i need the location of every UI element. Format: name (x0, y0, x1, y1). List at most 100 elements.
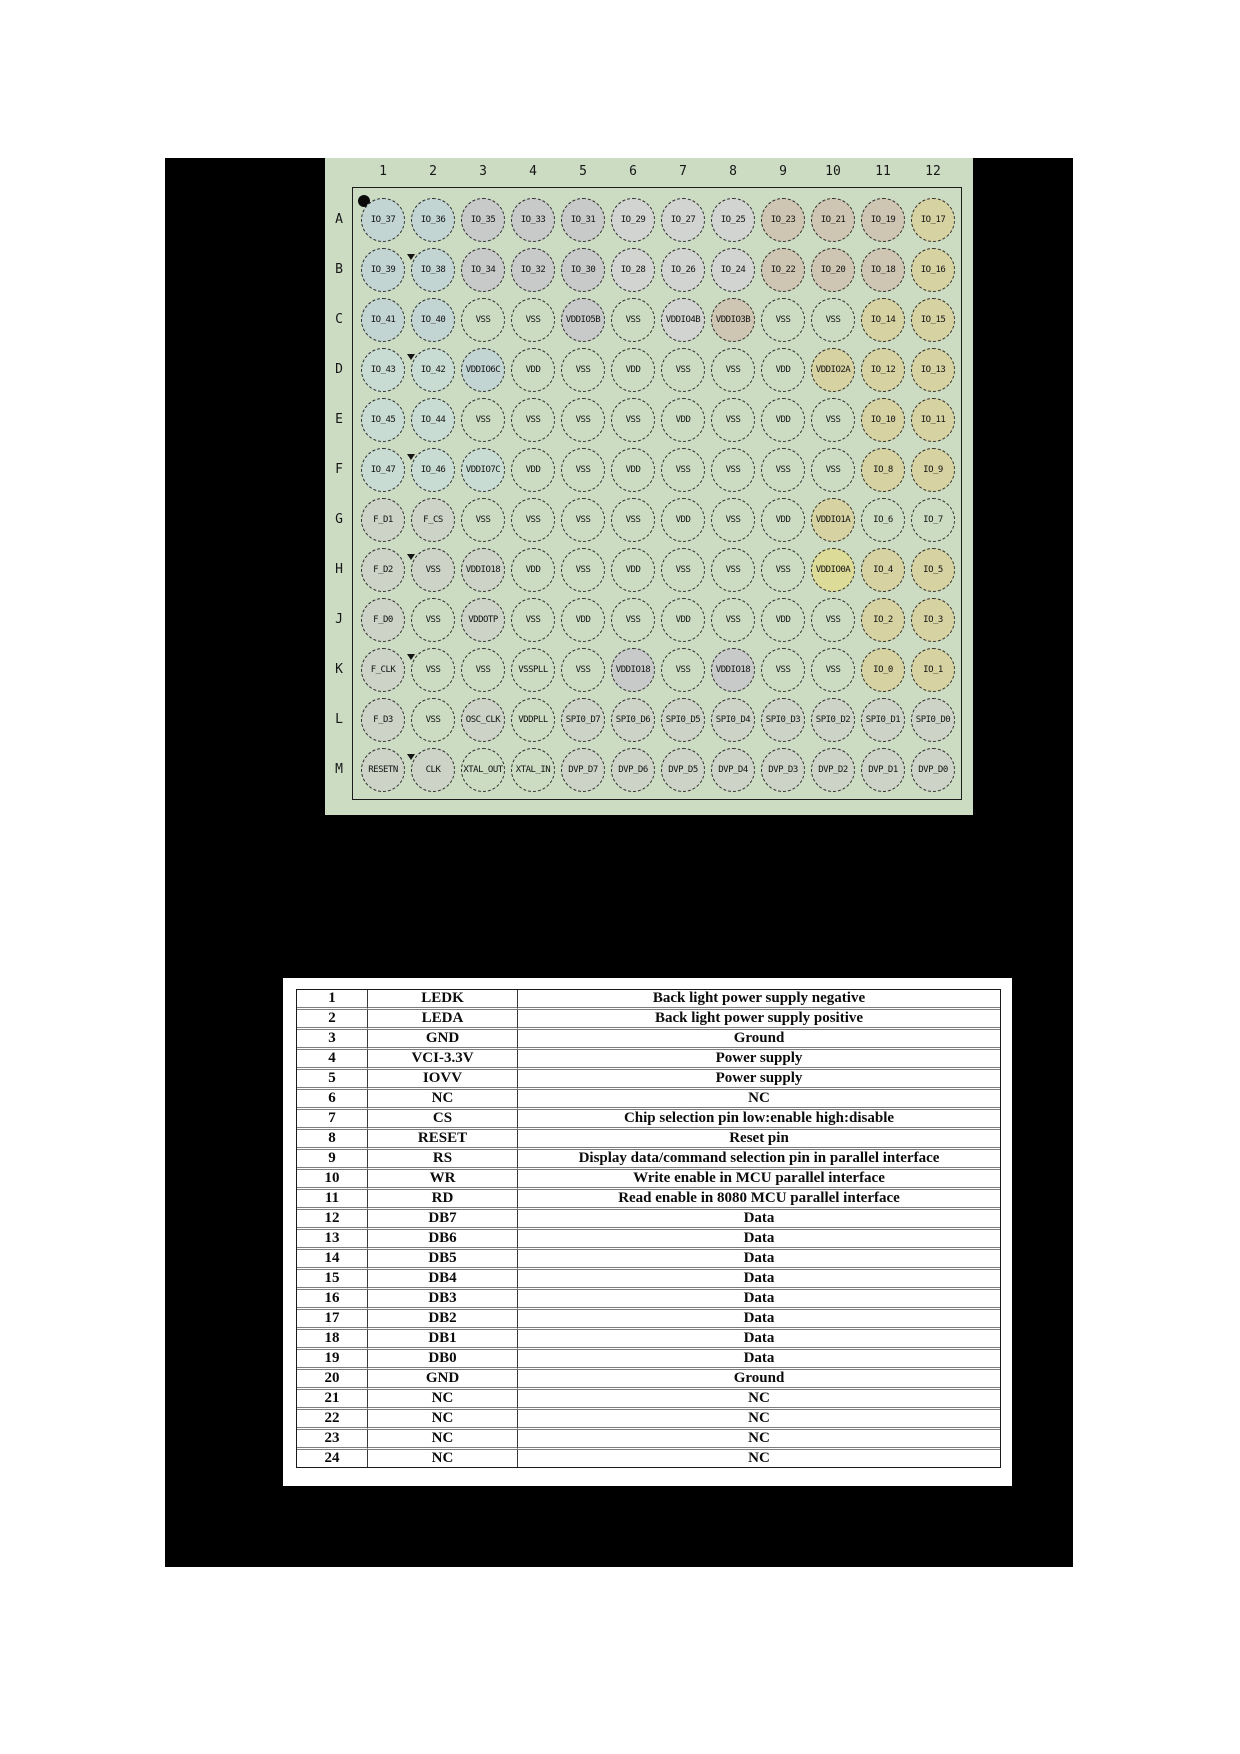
pin-label: SPI0_D0 (915, 715, 951, 725)
bga-grid-border (352, 187, 962, 800)
pin-label: VSS (775, 565, 791, 575)
pin-desc-cell: Chip selection pin low:enable high:disab… (518, 1110, 1000, 1130)
pin-label: IO_30 (570, 265, 596, 275)
pin-desc-cell: Write enable in MCU parallel interface (518, 1170, 1000, 1190)
table-row: 18 DB1 Data (297, 1330, 1000, 1350)
pin-ball-E12: IO_11 (911, 398, 955, 442)
pin-ball-F7: VSS (661, 448, 705, 492)
pin-label: IO_42 (420, 365, 446, 375)
pin-desc-cell: Data (518, 1250, 1000, 1270)
pin-ball-A3: IO_35 (461, 198, 505, 242)
pin-label: VSS (575, 515, 591, 525)
pin-label: VSS (625, 415, 641, 425)
triangle-marker-icon (407, 654, 415, 660)
pin-ball-M12: DVP_D0 (911, 748, 955, 792)
pin-ball-D5: VSS (561, 348, 605, 392)
pin-label: IO_21 (820, 215, 846, 225)
bga-col-header-9: 9 (779, 164, 787, 179)
pin-desc-cell: NC (518, 1410, 1000, 1430)
pin-ball-E1: IO_45 (361, 398, 405, 442)
pin-name-cell: RESET (368, 1130, 518, 1150)
pin-ball-A10: IO_21 (811, 198, 855, 242)
pin-ball-D10: VDDIO2A (811, 348, 855, 392)
pin-label: VSS (475, 665, 491, 675)
pin-ball-G6: VSS (611, 498, 655, 542)
pin-label: VSS (725, 565, 741, 575)
pin-number-cell: 20 (297, 1370, 368, 1390)
pin-name-cell: DB1 (368, 1330, 518, 1350)
pin-ball-H12: IO_5 (911, 548, 955, 592)
pin-ball-G9: VDD (761, 498, 805, 542)
pin-label: VSS (675, 565, 691, 575)
pin-label: VDD (625, 465, 641, 475)
pin-ball-L5: SPI0_D7 (561, 698, 605, 742)
pin-ball-K7: VSS (661, 648, 705, 692)
pin-ball-K5: VSS (561, 648, 605, 692)
pin-name-cell: VCI-3.3V (368, 1050, 518, 1070)
table-row: 20 GND Ground (297, 1370, 1000, 1390)
pin-number-cell: 15 (297, 1270, 368, 1290)
bga-row-header-L: L (335, 712, 343, 727)
pin-ball-D4: VDD (511, 348, 555, 392)
pin-label: VSS (425, 615, 441, 625)
bga-col-header-10: 10 (825, 164, 841, 179)
pin-ball-E3: VSS (461, 398, 505, 442)
pin-ball-A12: IO_17 (911, 198, 955, 242)
pin-number-cell: 17 (297, 1310, 368, 1330)
pin-label: XTAL_IN (515, 765, 551, 775)
pin-ball-L3: OSC_CLK (461, 698, 505, 742)
table-row: 9 RS Display data/command selection pin in… (297, 1150, 1000, 1170)
pin-label: IO_5 (923, 565, 943, 575)
pin-name-cell: DB2 (368, 1310, 518, 1330)
pin-label: VSS (425, 665, 441, 675)
pin-ball-E8: VSS (711, 398, 755, 442)
bga-col-header-4: 4 (529, 164, 537, 179)
pin-name-cell: LEDK (368, 990, 518, 1010)
pin-label: SPI0_D2 (815, 715, 851, 725)
pin-label: IO_39 (370, 265, 396, 275)
pin-label: IO_10 (870, 415, 896, 425)
pin-label: VSS (575, 665, 591, 675)
pin-ball-D11: IO_12 (861, 348, 905, 392)
pin-ball-B6: IO_28 (611, 248, 655, 292)
pin-label: IO_7 (923, 515, 943, 525)
pin-ball-E10: VSS (811, 398, 855, 442)
pin-ball-C2: IO_40 (411, 298, 455, 342)
pin-label: VDD (625, 565, 641, 575)
pin-ball-B10: IO_20 (811, 248, 855, 292)
pin-label: IO_33 (520, 215, 546, 225)
pin-label: DVP_D3 (768, 765, 798, 775)
pin-desc-cell: NC (518, 1430, 1000, 1450)
pin-ball-L1: F_D3 (361, 698, 405, 742)
table-row: 16 DB3 Data (297, 1290, 1000, 1310)
pin-label: DVP_D7 (568, 765, 598, 775)
triangle-marker-icon (407, 454, 415, 460)
pin-name-cell: RD (368, 1190, 518, 1210)
pin-ball-K12: IO_1 (911, 648, 955, 692)
pin-ball-G1: F_D1 (361, 498, 405, 542)
pin-ball-H4: VDD (511, 548, 555, 592)
pin-ball-B5: IO_30 (561, 248, 605, 292)
pin-number-cell: 10 (297, 1170, 368, 1190)
pin-ball-E2: IO_44 (411, 398, 455, 442)
pin-ball-H3: VDDIO18 (461, 548, 505, 592)
pin-number-cell: 19 (297, 1350, 368, 1370)
pin-number-cell: 16 (297, 1290, 368, 1310)
bga-col-header-8: 8 (729, 164, 737, 179)
pin-label: IO_27 (670, 215, 696, 225)
pin-ball-K11: IO_0 (861, 648, 905, 692)
table-row: 11 RD Read enable in 8080 MCU parallel int… (297, 1190, 1000, 1210)
pin-desc-cell: NC (518, 1090, 1000, 1110)
pin-ball-H10: VDDIO0A (811, 548, 855, 592)
pin-label: IO_0 (873, 665, 893, 675)
table-row: 21 NC NC (297, 1390, 1000, 1410)
pin-label: IO_6 (873, 515, 893, 525)
bga-row-header-C: C (335, 312, 343, 327)
pin-label: IO_26 (670, 265, 696, 275)
pin-label: DVP_D1 (868, 765, 898, 775)
pin-ball-J11: IO_2 (861, 598, 905, 642)
pin-desc-cell: Back light power supply positive (518, 1010, 1000, 1030)
pin-ball-G11: IO_6 (861, 498, 905, 542)
pin-ball-C1: IO_41 (361, 298, 405, 342)
pin-desc-cell: Power supply (518, 1070, 1000, 1090)
